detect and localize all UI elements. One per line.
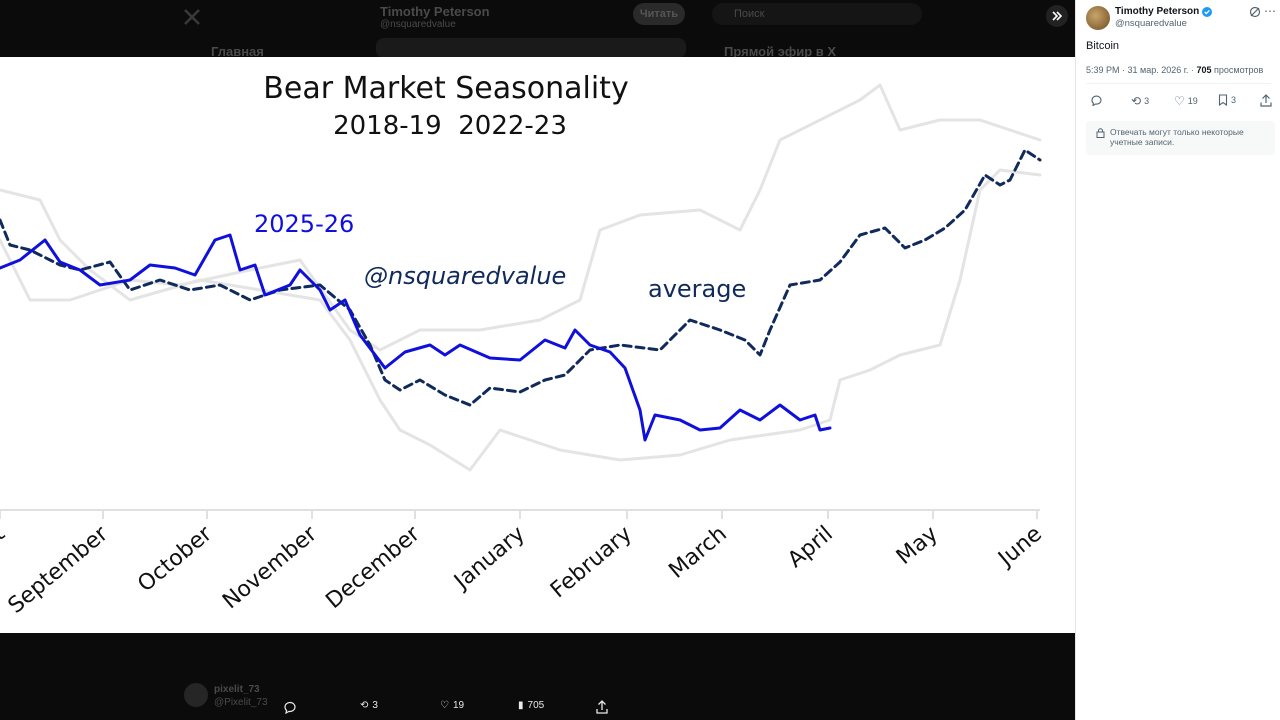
average-line — [0, 148, 1042, 407]
month-label: February — [546, 521, 637, 603]
divider — [1086, 83, 1271, 84]
like-count: 19 — [1187, 96, 1198, 106]
share-action[interactable] — [1260, 94, 1272, 107]
like-count: 19 — [452, 700, 465, 711]
author-handle[interactable]: @nsquaredvalue — [1115, 18, 1187, 29]
month-label: November — [218, 521, 322, 614]
author-avatar[interactable] — [1086, 6, 1110, 30]
month-label: June — [993, 521, 1047, 572]
month-label: April — [783, 521, 838, 572]
viewer-like[interactable]: ♡ 19 — [440, 700, 465, 711]
retweet-count: 3 — [1144, 96, 1150, 106]
tweet-views: 705 — [1196, 65, 1212, 75]
gray-line — [0, 83, 1042, 352]
post-media-behind — [376, 38, 686, 58]
current-line — [0, 233, 832, 442]
tweet-panel: Timothy Peterson @nsquaredvalue ⋯ Bitcoi… — [1075, 0, 1280, 720]
viewer-retweet[interactable]: ⟲ 3 — [360, 700, 378, 711]
month-label: October — [133, 521, 217, 597]
gray-line — [0, 168, 1042, 472]
view-count: 705 — [527, 700, 545, 711]
average-label: average — [648, 275, 746, 303]
bookmark-action[interactable]: 3 — [1218, 94, 1236, 106]
month-label: August — [0, 521, 10, 590]
reply-avatar — [184, 683, 208, 707]
current-label: 2025-26 — [254, 210, 354, 238]
live-heading: Прямой эфир в X — [724, 44, 837, 59]
share-icon[interactable] — [596, 700, 608, 714]
more-icon[interactable]: ⋯ — [1264, 4, 1276, 18]
month-label: December — [321, 521, 425, 614]
tweet-meta: 5:39 PM · 31 мар. 2026 г. · 705 просмотр… — [1086, 65, 1263, 75]
month-label: March — [664, 521, 731, 583]
reply-restriction: Отвечать могут только некоторые учетные … — [1086, 121, 1275, 155]
chart-title: Bear Market Seasonality — [263, 71, 628, 106]
reply-note: Отвечать могут только некоторые учетные … — [1110, 127, 1244, 147]
expand-button[interactable] — [1046, 5, 1068, 27]
reply-user: pixelit_73 — [214, 684, 260, 695]
reply-action[interactable] — [1090, 94, 1102, 106]
author-row: Timothy Peterson — [1115, 6, 1213, 17]
reply-handle: @Pixelit_73 — [214, 697, 268, 708]
lock-icon — [1096, 128, 1105, 138]
bookmark-count: 3 — [1231, 95, 1237, 105]
tweet-image: Bear Market Seasonality 2018-19 2022-23 … — [0, 57, 1075, 633]
search-box[interactable]: Поиск — [712, 3, 922, 25]
header-author: Timothy Peterson — [380, 4, 490, 19]
viewer-views[interactable]: ▮ 705 — [518, 700, 545, 711]
tweet-views-label: просмотров — [1214, 65, 1264, 75]
reply-icon[interactable] — [283, 701, 296, 714]
x-logo[interactable] — [183, 8, 201, 26]
nav-home[interactable]: Главная — [211, 44, 264, 59]
retweet-count: 3 — [372, 700, 378, 711]
watermark: @nsquaredvalue — [364, 262, 566, 290]
retweet-action[interactable]: ⟲ 3 — [1131, 94, 1150, 108]
chart-subtitle: 2018-19 2022-23 — [333, 111, 567, 141]
header-handle: @nsquaredvalue — [380, 19, 456, 30]
month-label: May — [892, 521, 943, 569]
tweet-text: Bitcoin — [1086, 40, 1120, 52]
verified-badge — [1202, 6, 1213, 17]
author-name[interactable]: Timothy Peterson — [1115, 6, 1200, 17]
tweet-time: 5:39 PM · 31 мар. 2026 г. · — [1086, 65, 1194, 75]
like-action[interactable]: ♡ 19 — [1174, 94, 1198, 108]
grok-icon[interactable] — [1249, 6, 1261, 18]
month-label: January — [448, 521, 529, 595]
chart-image: Bear Market Seasonality 2018-19 2022-23 … — [0, 71, 1047, 619]
follow-button[interactable]: Читать — [633, 3, 685, 25]
media-viewer-backdrop: Главная Timothy Peterson @nsquaredvalue … — [0, 0, 1075, 720]
month-label: September — [4, 521, 114, 619]
